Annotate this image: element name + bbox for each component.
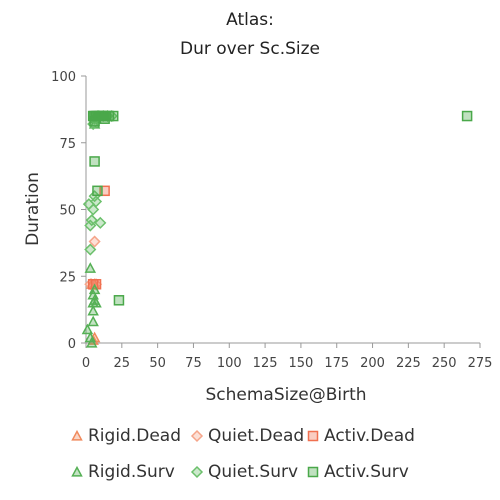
data-point — [88, 283, 101, 295]
y-axis-label: Duration — [23, 172, 43, 246]
x-tick-label: 25 — [114, 356, 131, 371]
data-point — [87, 315, 99, 327]
y-tick-label: 25 — [59, 270, 76, 285]
legend-marker — [307, 430, 319, 442]
x-tick-label: 100 — [217, 356, 242, 371]
data-point — [461, 110, 473, 122]
x-tick-label: 175 — [324, 356, 349, 371]
legend-marker-icon — [190, 465, 204, 479]
legend-item-rigid-surv: Rigid.Surv — [70, 462, 175, 482]
legend-item-activ-surv: Activ.Surv — [306, 462, 409, 482]
legend-marker-icon — [307, 430, 319, 442]
x-tick-label: 150 — [288, 356, 313, 371]
legend-marker — [307, 466, 319, 478]
y-tick-label: 100 — [51, 70, 76, 85]
legend-marker — [71, 465, 83, 477]
legend-item-activ-dead: Activ.Dead — [306, 426, 415, 446]
x-tick-label: 75 — [185, 356, 202, 371]
legend-marker — [190, 429, 204, 443]
y-tick-label: 50 — [59, 204, 76, 219]
axes: 0 25 50 75 100 125 150 175 200 225 250 275 0 25 50 75 10… — [51, 70, 492, 371]
x-tick-label: 250 — [432, 356, 457, 371]
data-point — [99, 185, 110, 197]
x-axis-label: SchemaSize@Birth — [205, 385, 366, 405]
data-point — [84, 243, 97, 256]
data-point — [87, 288, 99, 300]
data-point — [84, 331, 97, 343]
data-point — [87, 304, 99, 316]
legend-marker-icon — [190, 429, 204, 443]
y-tick-label: 75 — [59, 137, 76, 152]
data-point — [92, 185, 103, 197]
legend-label: Rigid.Dead — [88, 426, 182, 446]
data-point — [89, 116, 100, 127]
data-marks — [81, 109, 473, 348]
data-point — [85, 336, 98, 348]
data-point — [99, 113, 110, 124]
x-tick-label: 275 — [468, 356, 493, 371]
x-tick-label: 50 — [149, 356, 166, 371]
data-point — [85, 214, 98, 227]
data-point — [94, 216, 107, 229]
legend-label: Quiet.Surv — [208, 462, 299, 482]
legend-marker — [71, 429, 83, 441]
data-point — [84, 262, 97, 273]
x-tick-label: 200 — [360, 356, 385, 371]
data-point — [88, 190, 101, 203]
x-tick-label: 0 — [82, 356, 90, 371]
x-tick-label: 125 — [253, 356, 278, 371]
legend-label: Rigid.Surv — [88, 462, 175, 482]
legend-label: Activ.Surv — [324, 462, 409, 482]
series-quiet-dead — [84, 235, 103, 291]
legend-marker-icon — [71, 429, 83, 441]
x-tick-label: 225 — [396, 356, 421, 371]
data-point — [90, 296, 102, 308]
legend-marker — [190, 465, 204, 479]
y-tick-label: 0 — [68, 337, 76, 352]
legend-label: Quiet.Dead — [208, 426, 305, 446]
data-point — [89, 156, 100, 167]
legend-marker-icon — [71, 465, 83, 477]
legend-marker-icon — [307, 466, 319, 478]
series-activ-surv — [87, 110, 473, 306]
chart-title-line-2: Dur over Sc.Size — [179, 39, 320, 59]
series-quiet-surv — [82, 109, 118, 256]
data-point — [107, 110, 119, 122]
legend-item-quiet-dead: Quiet.Dead — [190, 426, 304, 446]
data-point — [88, 235, 101, 248]
data-point — [113, 295, 125, 306]
data-point — [89, 195, 103, 208]
legend-item-rigid-dead: Rigid.Dead — [70, 426, 181, 446]
legend-label: Activ.Dead — [324, 426, 415, 446]
data-point — [81, 323, 94, 335]
chart-title-line-1: Atlas: — [226, 10, 274, 30]
legend-item-quiet-surv: Quiet.Surv — [190, 462, 298, 482]
